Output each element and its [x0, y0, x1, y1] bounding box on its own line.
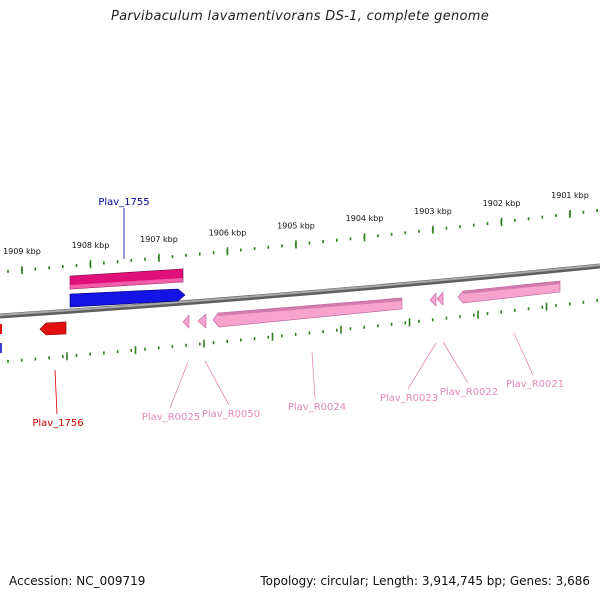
leader-plav-1756	[54, 369, 58, 415]
label-plav-r0021: Plav_R0021	[506, 379, 564, 390]
rna-plav-r0050[interactable]	[197, 313, 207, 329]
gene-fragment-blue	[0, 343, 2, 353]
label-plav-r0024: Plav_R0024	[288, 402, 346, 413]
kbp-tick-label: 1904 kbp	[346, 214, 384, 223]
leader-plav-r0050	[204, 360, 230, 406]
label-plav-1756: Plav_1756	[32, 418, 83, 429]
gene-plav-1756[interactable]	[39, 321, 67, 336]
rna-edge	[463, 281, 560, 294]
label-plav-r0025: Plav_R0025	[142, 412, 200, 423]
leader-plav-r0024	[311, 351, 316, 399]
leader-plav-r0025	[169, 361, 189, 409]
label-plav-r0023: Plav_R0023	[380, 393, 438, 404]
kbp-tick-label: 1908 kbp	[72, 241, 110, 250]
scale-tick-labels: 1909 kbp 1908 kbp 1907 kbp 1906 kbp 1905 kbp…	[3, 191, 589, 256]
leader-plav-r0022	[442, 341, 469, 384]
genome-backbone	[0, 264, 600, 316]
leader-plav-r0021	[513, 332, 534, 376]
kbp-tick-label: 1906 kbp	[209, 228, 247, 237]
map-title: Parvibaculum lavamentivorans DS-1, compl…	[110, 9, 490, 24]
kbp-tick-label: 1909 kbp	[3, 247, 41, 256]
gene-highlight	[70, 278, 183, 289]
outer-scale-ticks	[7, 209, 598, 275]
label-plav-r0022: Plav_R0022	[440, 387, 498, 398]
label-plav-1755: Plav_1755	[98, 197, 149, 208]
rna-plav-r0023[interactable]	[429, 292, 437, 307]
accession-text: Accession: NC_009719	[9, 574, 146, 588]
gene-plav-1755-blue[interactable]	[69, 288, 186, 308]
genome-summary-text: Topology: circular; Length: 3,914,745 bp…	[260, 574, 590, 588]
kbp-tick-label: 1902 kbp	[483, 199, 521, 208]
kbp-tick-label: 1901 kbp	[551, 191, 589, 200]
rna-edge	[218, 298, 402, 316]
label-plav-r0050: Plav_R0050	[202, 409, 260, 420]
kbp-tick-label: 1903 kbp	[414, 207, 452, 216]
kbp-tick-label: 1907 kbp	[140, 235, 178, 244]
leader-plav-r0023	[407, 342, 437, 390]
kbp-tick-label: 1905 kbp	[277, 221, 315, 230]
rna-plav-r0022[interactable]	[436, 291, 444, 306]
gene-fragment-red	[0, 324, 2, 334]
rna-plav-r0025[interactable]	[182, 314, 190, 329]
inner-scale-ticks	[7, 299, 598, 363]
